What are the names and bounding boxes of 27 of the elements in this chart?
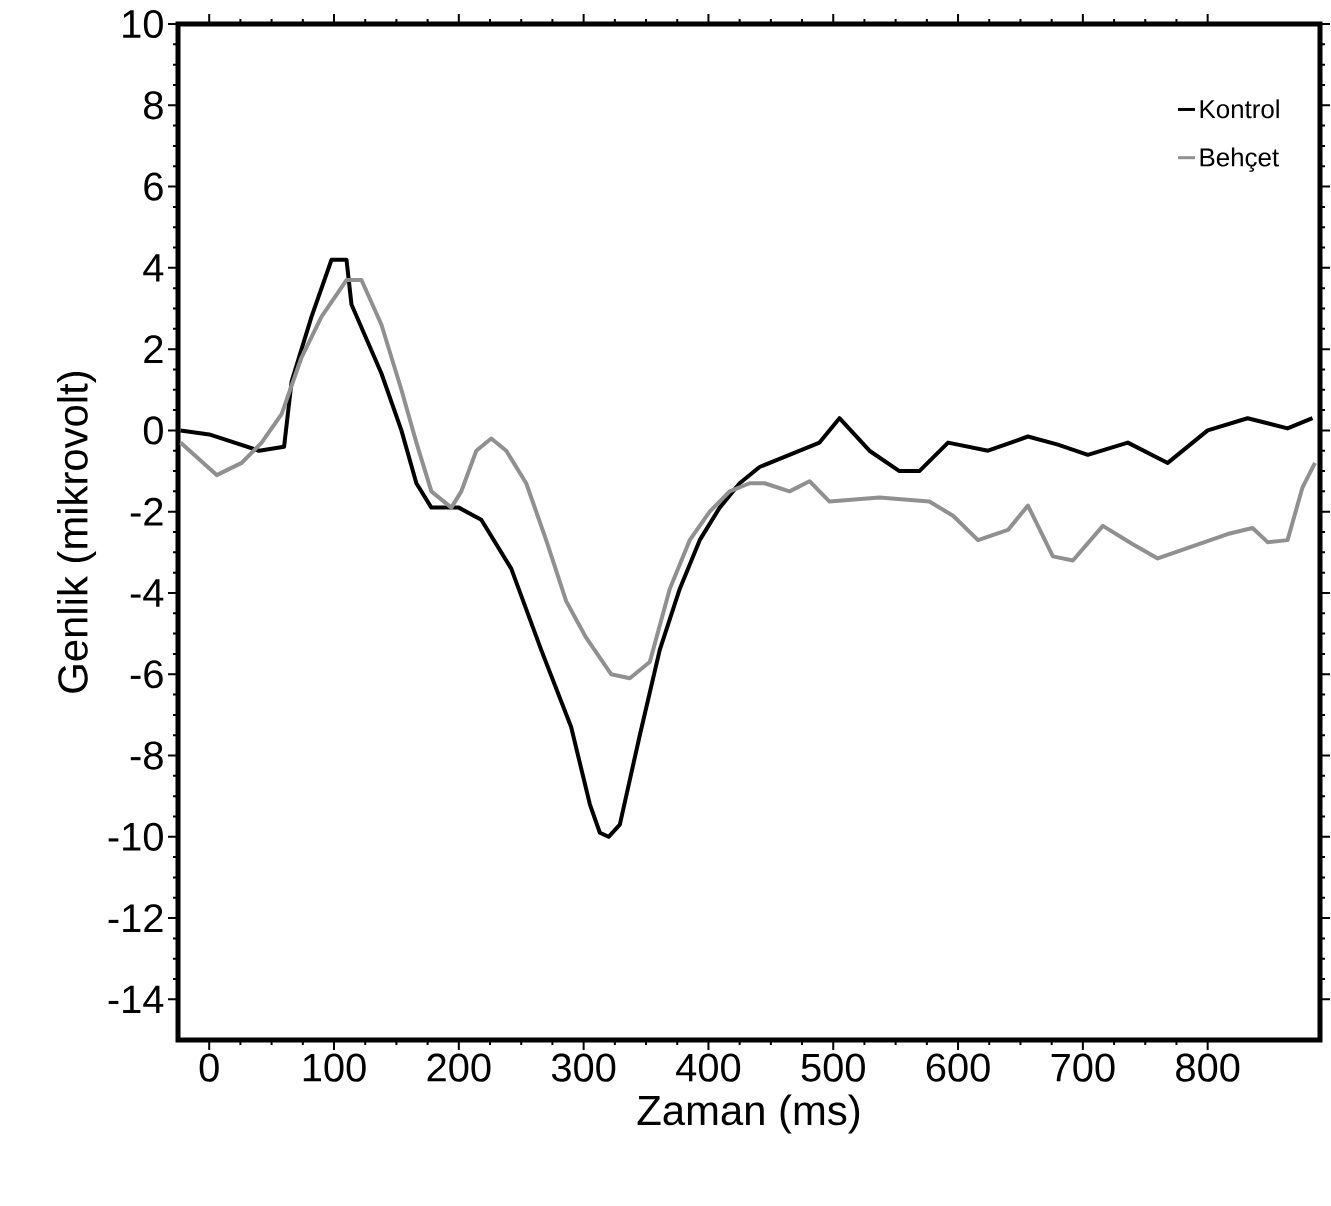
x-tick-label: 200 (427, 1053, 491, 1082)
x-tick-label: 400 (676, 1053, 741, 1082)
y-tick-label: -14 (108, 985, 164, 1014)
legend-label: Behçet (1200, 147, 1279, 172)
x-tick-label: 100 (303, 1053, 366, 1082)
y-tick-label: 4 (143, 254, 164, 282)
y-axis-title: Genlik (mikrovolt) (57, 371, 97, 693)
y-tick-label: -2 (130, 497, 163, 526)
x-axis-title: Zaman (ms) (637, 1094, 860, 1134)
y-tick-label: -12 (108, 904, 163, 932)
y-tick-label: 2 (144, 335, 163, 364)
x-tick-label: 600 (926, 1053, 990, 1082)
x-tick-label: 800 (1176, 1053, 1240, 1082)
x-tick-label: 500 (801, 1053, 865, 1082)
legend-label: Kontrol (1200, 99, 1279, 119)
y-tick-label: 10 (123, 9, 163, 39)
y-tick-label: 6 (144, 172, 163, 201)
line-series (178, 257, 1315, 839)
x-tick-label: 300 (551, 1053, 616, 1082)
y-tick-label: -10 (108, 822, 163, 851)
y-tick-label: -6 (130, 660, 163, 689)
x-tick-label: 0 (199, 1053, 219, 1082)
y-tick-label: -4 (130, 579, 164, 607)
y-tick-label: 0 (143, 416, 163, 445)
x-tick-label: 700 (1051, 1053, 1115, 1082)
y-tick-label: -8 (130, 741, 163, 770)
y-tick-label: 8 (144, 91, 163, 120)
